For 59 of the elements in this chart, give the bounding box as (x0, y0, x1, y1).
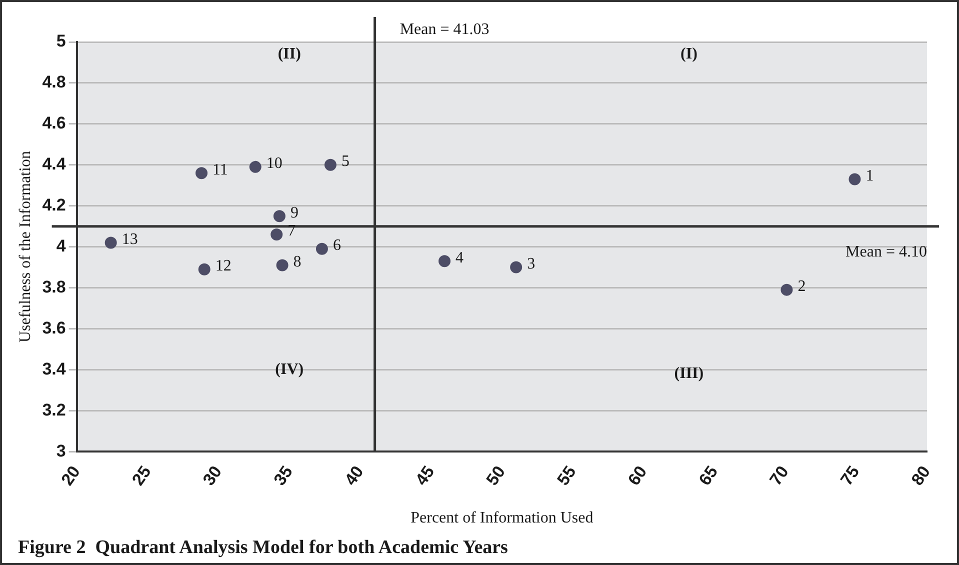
annotation: 2 (798, 278, 806, 296)
y-tick-label: 3.2 (42, 400, 66, 420)
annotation: 6 (332, 237, 341, 254)
ref-line-label: Mean = 4.10 (846, 244, 927, 261)
annotation: 5 (341, 153, 350, 170)
y-tick-label: 5 (56, 32, 66, 51)
annotation: 11 (212, 161, 228, 178)
x-tick-label: 75 (836, 462, 864, 489)
x-tick-label: 50 (482, 462, 510, 489)
point (104, 236, 117, 249)
x-axis-title: Percent of Information Used (410, 510, 594, 527)
annotation: 4 (456, 249, 464, 266)
point (276, 259, 288, 272)
annotation: (I) (680, 45, 698, 62)
y-tick-label: 4.8 (42, 72, 66, 92)
point (780, 284, 793, 296)
point (270, 228, 283, 241)
x-tick-label: 65 (695, 462, 722, 489)
annotation: 9 (290, 204, 298, 222)
x-tick-label: 55 (553, 462, 580, 489)
annotation: 7 (288, 222, 296, 240)
ref-line-label: Mean = 41.03 (400, 21, 490, 38)
y-tick-label: 4.6 (42, 114, 66, 133)
y-tick-label: 4.2 (42, 196, 66, 215)
x-tick-label: 60 (624, 462, 651, 489)
point (438, 255, 451, 268)
y-tick-label: 4 (56, 236, 66, 256)
annotation: 10 (266, 155, 282, 172)
point (324, 158, 336, 171)
x-tick-label: 20 (58, 462, 84, 489)
annotation: 12 (215, 258, 232, 275)
annotation: 8 (293, 253, 302, 270)
point (249, 160, 262, 173)
annotation: (IV) (275, 360, 304, 378)
y-tick-label: 4.4 (42, 154, 66, 174)
x-tick-label: 25 (128, 462, 155, 489)
x-tick-label: 80 (908, 462, 934, 489)
annotation: (II) (278, 45, 301, 62)
point (848, 173, 861, 186)
y-tick-label: 3 (56, 441, 66, 460)
y-tick-label: 3.4 (42, 359, 66, 378)
x-tick-label: 30 (199, 462, 226, 489)
annotation: 1 (866, 167, 874, 184)
point (273, 210, 286, 222)
y-axis-title: Usefulness of the Information (16, 151, 34, 343)
x-tick-label: 35 (270, 462, 296, 489)
y-tick-label: 3.8 (42, 277, 66, 296)
y-tick-label: 3.6 (42, 318, 66, 338)
x-tick-label: 45 (412, 462, 438, 489)
annotation: 13 (122, 230, 138, 248)
point (510, 261, 522, 274)
x-tick-label: 70 (766, 462, 792, 489)
point (196, 167, 208, 180)
point (316, 242, 328, 255)
x-tick-label: 40 (340, 462, 368, 489)
annotation: (III) (674, 364, 704, 382)
annotation: 3 (527, 255, 536, 272)
point (198, 263, 210, 276)
text: Figure 2 Quadrant Analysis Model for both Academic Years (18, 537, 508, 559)
